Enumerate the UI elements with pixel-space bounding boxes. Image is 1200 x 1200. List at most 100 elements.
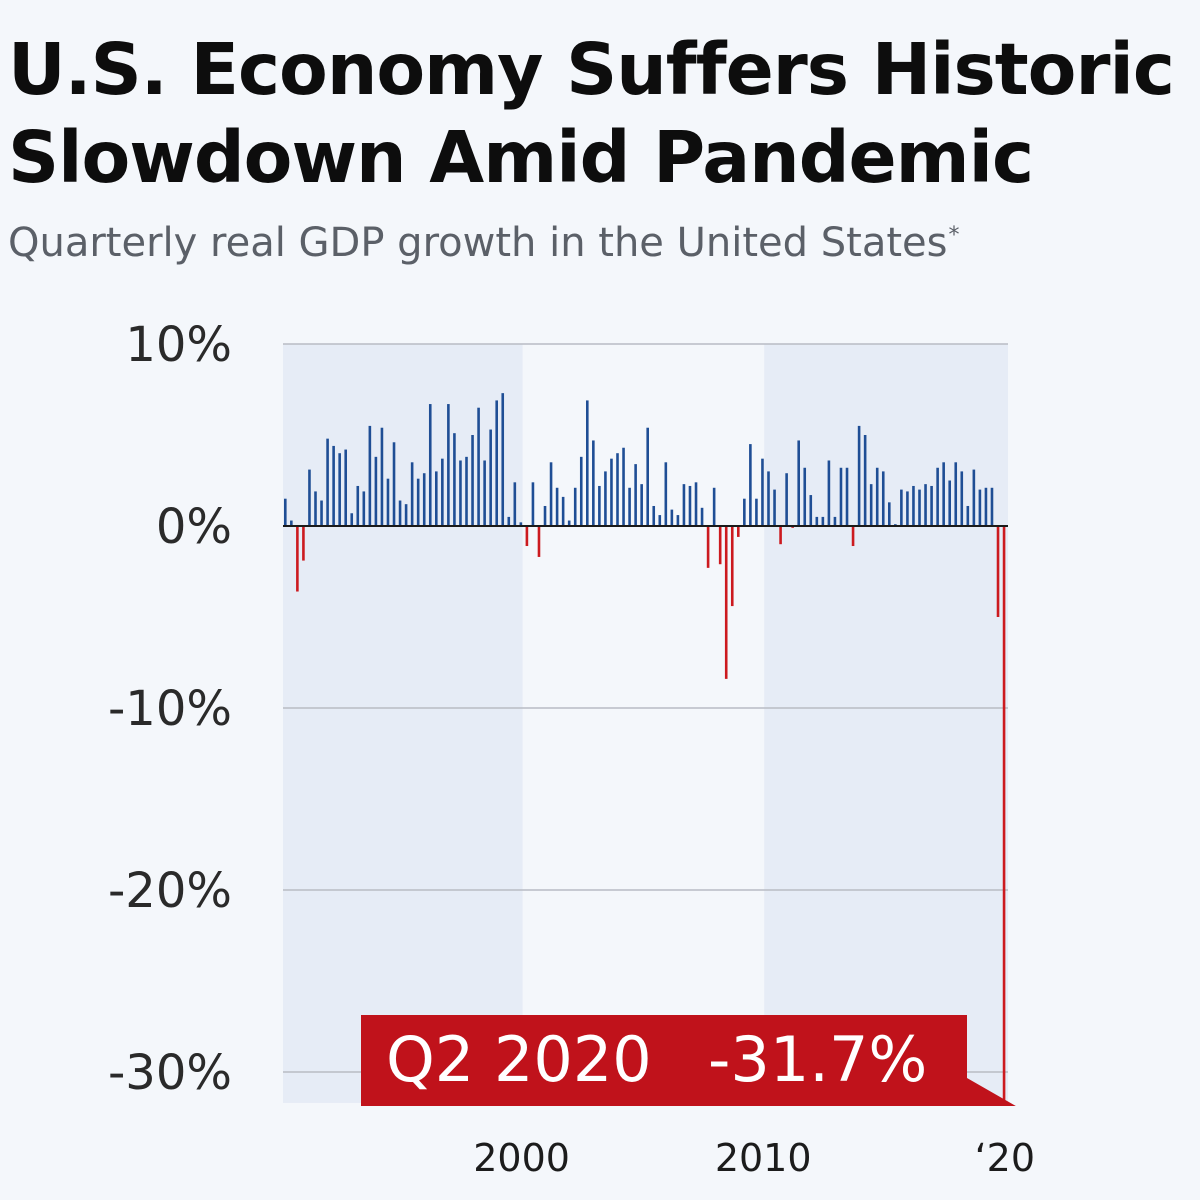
bar-negative	[296, 526, 299, 592]
bar-positive	[350, 513, 354, 526]
bar-positive	[700, 507, 704, 526]
bar-negative	[730, 526, 734, 607]
callout-box	[361, 1015, 1016, 1106]
bar-positive	[942, 462, 945, 526]
bar-positive	[507, 516, 511, 526]
bar-series	[284, 393, 1006, 1103]
bar-positive	[362, 491, 366, 526]
bar-negative	[737, 526, 740, 537]
bar-positive	[676, 515, 680, 526]
band-1990s	[283, 344, 523, 1103]
bar-negative	[706, 526, 710, 568]
chart-title: U.S. Economy Suffers Historic Slowdown A…	[8, 28, 1175, 199]
bar-positive	[833, 516, 837, 526]
bar-positive	[930, 485, 933, 526]
bar-positive	[694, 482, 698, 526]
bar-negative	[537, 526, 541, 557]
bar-positive	[960, 471, 964, 526]
bar-negative	[1002, 526, 1006, 1103]
bar-positive	[555, 487, 559, 526]
bar-negative	[525, 526, 529, 547]
bar-positive	[380, 427, 384, 526]
bar-positive	[797, 440, 800, 526]
bar-positive	[670, 509, 674, 526]
bar-positive	[422, 473, 426, 526]
subtitle-text: Quarterly real GDP growth in the United …	[8, 220, 948, 266]
bar-positive	[453, 433, 456, 526]
bar-positive	[592, 440, 595, 526]
bar-positive	[924, 484, 927, 526]
bar-positive	[948, 480, 951, 526]
bar-positive	[936, 467, 939, 526]
bar-positive	[773, 489, 776, 526]
bar-positive	[404, 504, 408, 526]
y-tick-label: -20%	[108, 863, 232, 919]
bar-positive	[447, 404, 450, 526]
bar-positive	[392, 442, 396, 526]
bar-positive	[549, 462, 553, 526]
bar-positive	[501, 393, 505, 526]
y-tick-label: -10%	[108, 681, 232, 737]
bar-positive	[972, 469, 976, 526]
bar-positive	[459, 460, 462, 526]
bar-positive	[513, 482, 517, 526]
band-2010s	[764, 344, 1008, 1103]
bar-positive	[465, 456, 468, 526]
bar-positive	[888, 502, 891, 526]
bar-positive	[284, 498, 287, 526]
bar-positive	[622, 447, 625, 526]
bar-positive	[881, 471, 885, 526]
bar-negative	[724, 526, 728, 679]
bar-positive	[290, 520, 293, 526]
bar-positive	[628, 487, 631, 526]
y-axis: 10% 0% -10% -20% -30%	[108, 317, 232, 1101]
bar-positive	[634, 464, 637, 526]
decade-bands	[283, 344, 1008, 1103]
bar-positive	[845, 467, 849, 526]
callout-quarter: Q2 2020	[386, 1023, 652, 1096]
bar-positive	[863, 435, 867, 526]
bar-positive	[743, 498, 746, 526]
bar-positive	[416, 478, 420, 526]
bar-positive	[984, 487, 988, 526]
bar-positive	[912, 485, 915, 526]
bar-positive	[308, 469, 311, 526]
bar-positive	[869, 484, 873, 526]
bar-positive	[767, 471, 770, 526]
bar-negative	[302, 526, 305, 561]
bar-positive	[477, 407, 480, 526]
bar-positive	[320, 500, 323, 526]
bar-positive	[374, 456, 378, 526]
bar-negative	[996, 526, 1000, 617]
bar-positive	[954, 462, 958, 526]
bar-positive	[900, 489, 903, 526]
bar-positive	[682, 484, 686, 526]
bar-positive	[640, 484, 643, 526]
bar-positive	[579, 456, 583, 526]
bar-positive	[435, 471, 438, 526]
bar-positive	[398, 500, 402, 526]
bar-negative	[779, 526, 782, 545]
bar-positive	[785, 473, 788, 526]
bar-positive	[604, 471, 607, 526]
bar-positive	[561, 496, 565, 526]
bar-positive	[386, 478, 390, 526]
bar-positive	[990, 487, 994, 526]
bar-positive	[616, 453, 619, 526]
bar-positive	[712, 487, 716, 526]
bar-positive	[410, 462, 414, 526]
bar-positive	[567, 520, 571, 526]
bar-positive	[344, 449, 347, 526]
bar-positive	[875, 467, 879, 526]
bar-positive	[978, 489, 982, 526]
bar-positive	[586, 400, 589, 526]
bar-positive	[664, 462, 668, 526]
x-tick-label: 2010	[715, 1136, 812, 1180]
bar-positive	[573, 487, 577, 526]
y-tick-label: 10%	[125, 317, 232, 373]
bar-positive	[749, 444, 752, 526]
bar-positive	[368, 425, 372, 526]
y-tick-label: 0%	[156, 499, 232, 555]
bar-positive	[531, 482, 535, 526]
x-tick-label: 2000	[473, 1136, 570, 1180]
